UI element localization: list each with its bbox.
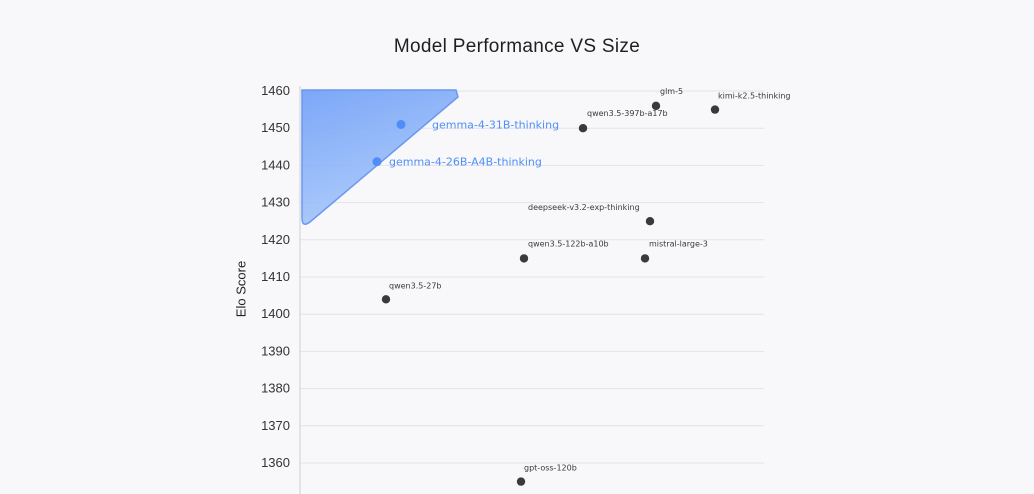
y-tick-label: 1410 — [261, 269, 290, 284]
y-tick-label: 1380 — [261, 381, 290, 396]
point-label: gemma-4-31B-thinking — [432, 118, 559, 131]
point-label: glm-5 — [660, 87, 683, 96]
data-point — [578, 124, 588, 133]
chart-title: Model Performance VS Size — [393, 36, 641, 57]
y-tick-label: 1460 — [261, 83, 290, 98]
point-label: qwen3.5-122b-a10b — [528, 239, 609, 248]
point-label: qwen3.5-27b — [389, 281, 441, 290]
point-label: kimi-k2.5-thinking — [718, 92, 791, 101]
y-tick-label: 1360 — [261, 455, 290, 470]
point-label: qwen3.5-397b-a17b — [587, 109, 668, 118]
data-point — [640, 254, 650, 263]
y-tick-label: 1370 — [261, 418, 290, 433]
y-tick-label: 1450 — [261, 120, 290, 135]
data-point — [516, 477, 526, 486]
data-point — [645, 217, 655, 226]
y-tick-label: 1420 — [261, 232, 290, 247]
data-point — [710, 105, 720, 114]
point-label: gemma-4-26B-A4B-thinking — [389, 156, 542, 169]
point-label: deepseek-v3.2-exp-thinking — [528, 203, 640, 212]
y-tick-label: 1440 — [261, 157, 290, 172]
data-point — [651, 101, 661, 111]
y-tick-label: 1400 — [261, 306, 290, 321]
data-point — [396, 119, 406, 129]
y-tick-label: 1390 — [261, 343, 290, 358]
highlight-region — [301, 89, 459, 225]
data-point — [381, 295, 391, 304]
point-label: mistral-large-3 — [649, 239, 708, 248]
data-point — [519, 254, 529, 263]
data-point — [372, 157, 382, 167]
point-label: gpt-oss-120b — [524, 464, 577, 473]
y-tick-label: 1430 — [261, 195, 290, 210]
